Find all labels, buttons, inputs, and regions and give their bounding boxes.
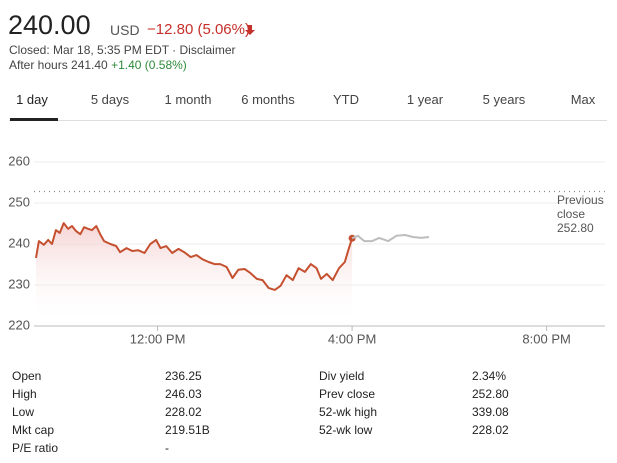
- price: 240.00: [8, 10, 91, 40]
- previous-close-value: 252.80: [557, 221, 594, 235]
- stat-value: -: [165, 441, 169, 455]
- x-tick-label: 8:00 PM: [522, 331, 570, 346]
- active-tab-underline: [10, 118, 58, 121]
- stat-value: 252.80: [472, 387, 509, 401]
- stat-label: Open: [12, 369, 42, 383]
- tab[interactable]: 1 day: [16, 92, 48, 107]
- currency: USD: [110, 22, 140, 38]
- tab[interactable]: 1 year: [406, 92, 444, 107]
- price-change: −12.80 (5.06%): [147, 21, 250, 38]
- tab[interactable]: 1 month: [164, 92, 212, 107]
- stat-label: P/E ratio: [12, 441, 59, 455]
- status-text[interactable]: Closed: Mar 18, 5:35 PM EDT · Disclaimer: [9, 43, 236, 57]
- tab-divider: [9, 120, 607, 121]
- previous-close-label: Previous close: [557, 193, 604, 221]
- stat-value: 228.02: [165, 405, 202, 419]
- stat-value: 246.03: [165, 387, 202, 401]
- after-hours: After hours 241.40 +1.40 (0.58%): [9, 58, 187, 72]
- stat-label: 52-wk high: [319, 405, 378, 419]
- y-tick-label: 250: [8, 194, 30, 209]
- stat-value: 219.51B: [165, 423, 210, 437]
- x-tick-label: 12:00 PM: [130, 331, 186, 346]
- price-line: [35, 222, 354, 291]
- x-tick-label: 4:00 PM: [328, 331, 376, 346]
- tab[interactable]: 5 years: [482, 92, 526, 107]
- after-hours-change: +1.40 (0.58%): [111, 58, 187, 72]
- previous-close: Previous close 252.80: [557, 193, 607, 235]
- stat-label: Low: [12, 405, 35, 419]
- tab[interactable]: Max: [570, 92, 596, 107]
- stat-label: Div yield: [319, 369, 365, 383]
- stat-value: 339.08: [472, 405, 509, 419]
- after-hours-price: After hours 241.40: [9, 58, 108, 72]
- y-tick-label: 220: [8, 317, 30, 332]
- tab[interactable]: 5 days: [90, 92, 130, 107]
- status: Closed: Mar 18, 5:35 PM EDT · Disclaimer: [9, 43, 236, 57]
- stat-label: Mkt cap: [12, 423, 55, 437]
- down-arrow: [245, 25, 255, 35]
- stat-value: 228.02: [472, 423, 509, 437]
- y-tick-label: 240: [8, 235, 30, 250]
- stat-label: High: [12, 387, 37, 401]
- price-area: [36, 223, 353, 326]
- stat-label: 52-wk low: [319, 423, 373, 437]
- y-tick-label: 260: [8, 153, 30, 168]
- tab[interactable]: YTD: [333, 92, 359, 107]
- stat-value: 236.25: [165, 369, 202, 383]
- stat-value: 2.34%: [472, 369, 507, 383]
- y-tick-label: 230: [8, 276, 30, 291]
- price-line: [351, 234, 430, 243]
- tab[interactable]: 6 months: [241, 92, 295, 107]
- stat-label: Prev close: [319, 387, 376, 401]
